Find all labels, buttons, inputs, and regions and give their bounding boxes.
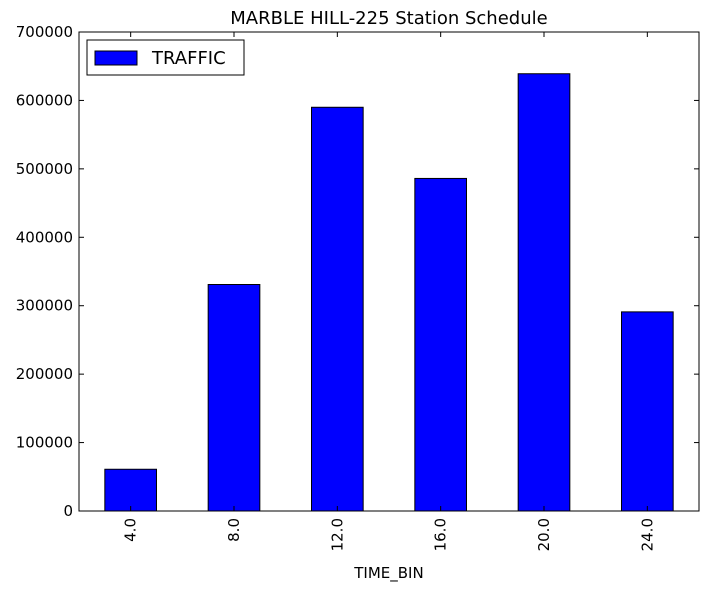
y-tick-label: 500000 [16, 160, 73, 178]
x-tick-label: 4.0 [122, 518, 140, 542]
x-tick-label: 12.0 [328, 518, 346, 551]
chart-title: MARBLE HILL-225 Station Schedule [230, 8, 547, 29]
y-tick-label: 300000 [16, 297, 73, 315]
y-tick-label: 700000 [16, 23, 73, 41]
bar-4-0 [104, 468, 158, 512]
legend: TRAFFIC [86, 39, 245, 76]
x-tick-label: 24.0 [638, 518, 656, 551]
bar-12-0 [311, 106, 364, 512]
ticks-layer: 4.0 8.0 12.0 16.0 20.0 24.0 0 100000 200000 30000… [16, 23, 699, 551]
y-tick-label: 200000 [16, 365, 73, 383]
bars-layer [104, 73, 674, 512]
y-tick-label: 600000 [16, 91, 73, 109]
bar-16-0 [414, 177, 468, 512]
bar-8-0 [207, 284, 261, 512]
legend-label: TRAFFIC [151, 48, 226, 69]
y-tick-label: 400000 [16, 228, 73, 246]
x-tick-label: 8.0 [225, 518, 243, 542]
x-axis-label: TIME_BIN [353, 564, 423, 583]
bar-20-0 [517, 73, 571, 512]
bar-24-0 [621, 311, 674, 512]
x-tick-label: 20.0 [535, 518, 553, 551]
y-tick-label: 0 [63, 502, 73, 520]
plot-area-frame [78, 31, 700, 512]
y-tick-label: 100000 [16, 434, 73, 452]
legend-swatch [94, 50, 138, 66]
x-tick-label: 16.0 [432, 518, 450, 551]
